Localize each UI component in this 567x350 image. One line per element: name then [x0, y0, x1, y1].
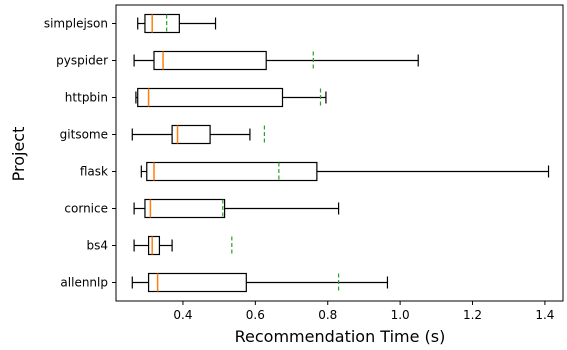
box-gitsome [131, 124, 265, 145]
iqr-box [153, 50, 267, 71]
plot-frame [115, 4, 564, 302]
iqr-box [171, 124, 211, 145]
x-tick-label: 1.2 [463, 308, 482, 322]
iqr-box [137, 87, 284, 108]
y-tick-label: gitsome [60, 128, 108, 142]
y-tick-label: bs4 [86, 239, 108, 253]
box-simplejson [137, 13, 217, 34]
y-tick-label: cornice [64, 202, 108, 216]
iqr-box [147, 235, 161, 256]
x-axis-title: Recommendation Time (s) [235, 327, 446, 346]
y-tick-label: simplejson [44, 17, 108, 31]
box-httpbin [135, 87, 327, 108]
boxes-layer [131, 13, 550, 293]
y-axis: simplejson pyspider httpbin gitsome flask cor… [44, 17, 116, 290]
iqr-box [147, 272, 247, 293]
box-flask [140, 161, 550, 182]
x-tick-label: 0.6 [246, 308, 265, 322]
box-cornice [133, 198, 340, 219]
x-tick-label: 0.4 [173, 308, 192, 322]
iqr-box [144, 198, 226, 219]
box-pyspider [133, 50, 419, 71]
x-tick-label: 1.4 [535, 308, 554, 322]
iqr-box [146, 161, 318, 182]
y-tick-label: pyspider [56, 54, 108, 68]
x-tick-label: 0.8 [318, 308, 337, 322]
y-tick-label: flask [80, 165, 108, 179]
x-axis: 0.4 0.6 0.8 1.0 1.2 1.4 [173, 301, 554, 322]
y-tick-label: httpbin [65, 91, 108, 105]
x-tick-label: 1.0 [391, 308, 410, 322]
y-tick-label: allennlp [60, 276, 108, 290]
box-bs4 [133, 235, 233, 256]
iqr-box [144, 13, 180, 34]
y-axis-title: Project [9, 127, 28, 182]
box-allennlp [131, 272, 389, 293]
